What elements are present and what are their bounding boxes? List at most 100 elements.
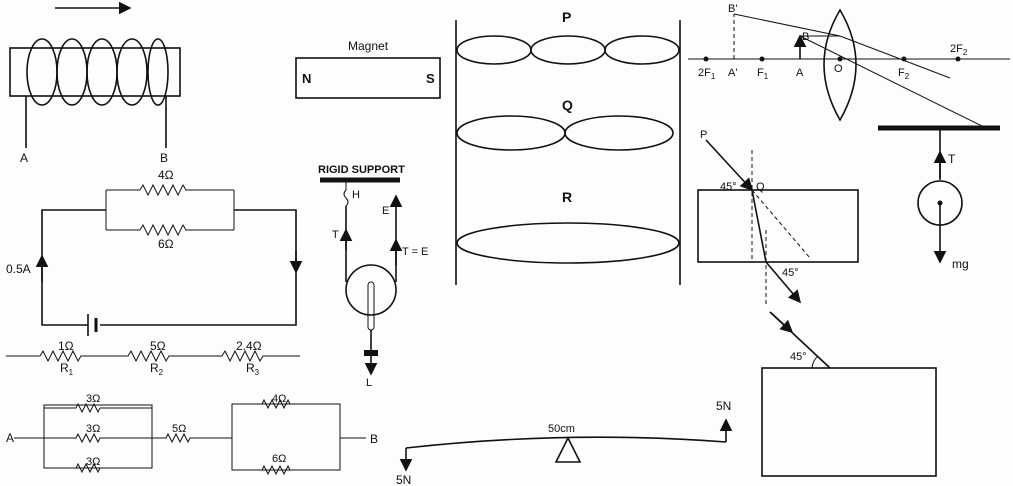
convex-lens [823,8,857,122]
main-line [14,432,232,444]
r3-value: 2.4Ω [236,339,262,353]
incident-angle-label: 45° [720,181,737,193]
refracted-ray [751,189,767,263]
pulley-wheel [345,264,397,316]
a-prime-label: A' [728,67,737,79]
r-mid-label: 3Ω [86,423,100,435]
r1-value: 1Ω [58,339,74,353]
b-prime-label: B' [728,3,737,15]
force-left-label: 5N [396,473,411,486]
angle-arc [811,355,819,369]
incident-arrow [769,311,794,334]
incident-ray [705,139,754,192]
ray-extension [733,13,841,37]
north-pole-label: N [302,71,311,86]
series-resistors: 1Ω 5Ω 2.4Ω R1 R2 R3 [6,339,300,377]
wire-right [100,209,297,326]
loop-p-shape [456,35,680,65]
r3-label: R3 [246,361,260,377]
parallel-frame [43,404,153,469]
parallel-circuit: 4Ω 6Ω 0.5A [6,168,303,336]
hook-label: H [352,189,360,201]
f2-label: F2 [898,67,910,81]
r2-value: 5Ω [150,339,166,353]
lens-ray-diagram: B' 2F1 A' F1 A B O F2 2F2 [688,3,1010,131]
loop-r-label: R [562,189,572,205]
r-lower-label: 6Ω [272,453,286,465]
loops-diagram: P Q R [455,9,681,285]
b-label: B [802,31,809,43]
block [761,367,937,477]
hook [343,182,349,207]
r-bot-label: 3Ω [86,456,100,468]
resistor-lower [232,464,340,476]
weight-label: mg [952,257,969,271]
bar-magnet-diagram: Magnet N S [295,39,441,99]
emergent-angle-label: 45° [782,267,799,279]
node-a-label: A [6,431,14,445]
pulley-diagram: RIGID SUPPORT H T E T = E L [318,164,428,389]
axis-points [703,56,961,62]
point-q-label: Q [756,181,765,193]
two-f2-label: 2F2 [950,43,968,57]
loop-r-shape [456,222,680,264]
bar-magnet [295,57,441,99]
magnet-title: Magnet [348,39,389,53]
r-top-label: 3Ω [86,393,100,405]
fulcrum [554,436,582,463]
lever-diagram: 5N 5N 50cm [396,399,733,486]
focal-ray [839,35,951,79]
load-label: L [366,377,372,389]
resistor-upper [232,398,340,410]
node-b-label: B [370,432,378,446]
r-upper-label: 4Ω [272,393,286,405]
south-pole-label: S [426,71,435,86]
emergent-ray [765,261,802,304]
wire-left [41,209,106,326]
load-weight [364,350,378,356]
r-series-label: 5Ω [172,423,186,435]
undeviated-path [751,189,811,259]
terminal-b-label: B [160,151,168,165]
glass-slab [697,189,859,263]
resistor-network: 3Ω 3Ω 3Ω A 5Ω 4Ω 6Ω B [6,393,378,476]
tension-left-label: T [332,229,339,241]
block-diagram: 45° [761,311,937,477]
two-f1-label: 2F1 [698,67,716,81]
rigid-support-label: RIGID SUPPORT [318,164,405,176]
loop-p-label: P [562,9,571,25]
r1-label: R1 [60,361,74,377]
pulley-block [367,281,375,331]
resistor-6-label: 6Ω [158,237,174,251]
block-angle-label: 45° [790,351,807,363]
a-label: A [796,67,804,79]
resistor-top [44,402,152,414]
point-p-label: P [700,129,707,141]
refraction-diagram: P Q 45° 45° [697,129,859,306]
resistor-bottom [44,462,152,474]
loop-q-shape [456,115,674,151]
effort-label: E [382,205,389,217]
terminal-a-label: A [20,151,28,165]
tension-right-label: T = E [402,246,428,258]
resistor-6 [106,223,234,237]
solenoid-diagram: A B [9,1,181,165]
refracted-ray [799,35,991,131]
solenoid-core [9,47,181,97]
loop-q-label: Q [562,97,573,113]
r2-label: R2 [150,361,164,377]
resistor-4-label: 4Ω [158,168,174,182]
solenoid-coils [26,38,169,106]
current-label: 0.5A [6,262,31,276]
midpoint-label: 50cm [548,423,575,435]
o-label: O [834,63,843,75]
pendulum-diagram: T mg [878,125,1000,271]
tension-label: T [948,152,956,166]
series-resistor-chain [6,349,300,363]
force-right-label: 5N [716,399,731,413]
lever-beam [405,436,727,449]
resistor-4 [106,183,234,197]
f1-label: F1 [757,67,769,81]
